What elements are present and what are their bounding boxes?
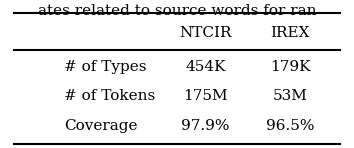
Text: # of Types: # of Types [64,60,146,74]
Text: # of Tokens: # of Tokens [64,89,155,103]
Text: 175M: 175M [183,89,228,103]
Text: NTCIR: NTCIR [179,26,232,40]
Text: Coverage: Coverage [64,119,137,133]
Text: 96.5%: 96.5% [266,119,315,133]
Text: 97.9%: 97.9% [181,119,230,133]
Text: 454K: 454K [185,60,225,74]
Text: 179K: 179K [270,60,310,74]
Text: IREX: IREX [270,26,310,40]
Text: ates related to source words for ran: ates related to source words for ran [38,4,316,18]
Text: 53M: 53M [273,89,308,103]
